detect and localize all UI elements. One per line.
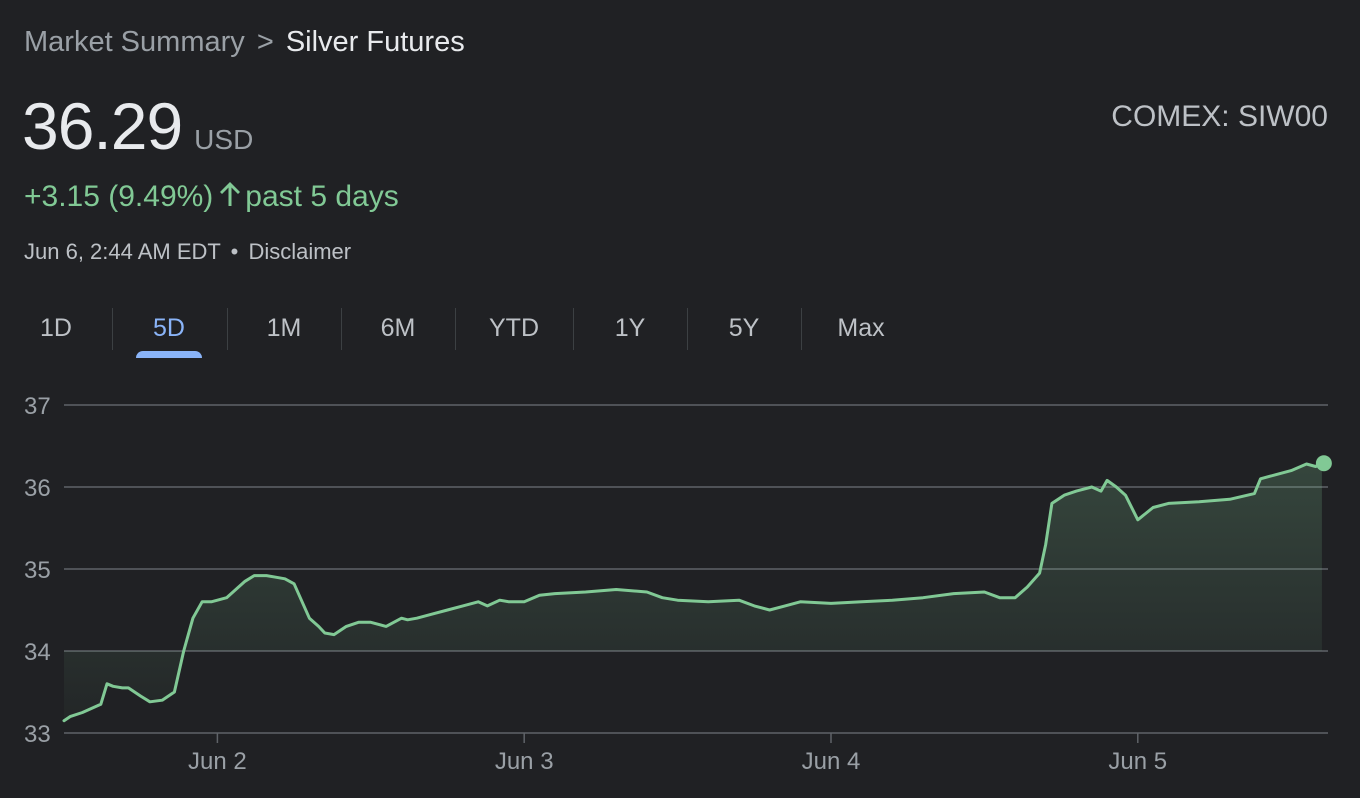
timestamp: Jun 6, 2:44 AM EDT <box>24 239 221 264</box>
disclaimer-link[interactable]: Disclaimer <box>248 239 352 264</box>
tab-divider <box>801 308 802 350</box>
y-tick-label: 35 <box>24 557 51 584</box>
change-period: past 5 days <box>245 180 399 213</box>
y-tick-label: 34 <box>24 639 51 666</box>
tab-max[interactable]: Max <box>824 300 898 358</box>
y-tick-label: 33 <box>24 721 51 748</box>
current-price: 36.29 <box>22 89 183 163</box>
series-area <box>64 463 1322 721</box>
tab-divider <box>455 308 456 350</box>
tab-1d[interactable]: 1D <box>22 300 90 358</box>
tab-6m[interactable]: 6M <box>364 300 432 358</box>
breadcrumb: Market Summary > Silver Futures <box>24 26 465 59</box>
price-chart[interactable]: 33 34 35 36 37 Jun 2 Jun 3 Jun 4 Jun 5 <box>0 380 1360 798</box>
tab-divider <box>227 308 228 350</box>
breadcrumb-current: Silver Futures <box>285 26 465 58</box>
series-line <box>62 461 1324 723</box>
y-tick-label: 36 <box>24 475 51 502</box>
price-change-row: +3.15 (9.49%) past 5 days <box>24 180 399 215</box>
tab-label: 5Y <box>728 314 760 342</box>
tab-label: 1D <box>40 314 72 342</box>
tab-divider <box>573 308 574 350</box>
price-row: 36.29 USD <box>22 88 253 164</box>
currency-label: USD <box>194 124 254 155</box>
x-tick-label: Jun 3 <box>495 748 554 775</box>
tab-1m[interactable]: 1M <box>250 300 318 358</box>
breadcrumb-separator: > <box>256 26 274 58</box>
tab-divider <box>341 308 342 350</box>
tab-1y[interactable]: 1Y <box>596 300 664 358</box>
tab-divider <box>112 308 113 350</box>
tab-indicator <box>136 351 202 358</box>
price-change: +3.15 (9.49%) <box>24 180 214 213</box>
meta-separator: • <box>230 239 239 264</box>
range-tabs: 1D 5D 1M 6M YTD 1Y 5Y Max <box>0 300 920 360</box>
ticker-symbol: COMEX: SIW00 <box>1111 100 1328 133</box>
tab-divider <box>687 308 688 350</box>
y-tick-label: 37 <box>24 393 51 420</box>
tab-5y[interactable]: 5Y <box>710 300 778 358</box>
x-tick-label: Jun 2 <box>188 748 247 775</box>
breadcrumb-parent-link[interactable]: Market Summary <box>24 26 245 58</box>
x-tick-label: Jun 4 <box>802 748 861 775</box>
meta-row: Jun 6, 2:44 AM EDT • Disclaimer <box>24 239 351 265</box>
x-tick-label: Jun 5 <box>1108 748 1167 775</box>
tab-label: YTD <box>489 314 539 342</box>
tab-label: 6M <box>380 314 416 342</box>
tab-label: 1Y <box>614 314 646 342</box>
tab-ytd[interactable]: YTD <box>476 300 552 358</box>
last-point-marker <box>1315 455 1332 472</box>
tab-label: 5D <box>153 314 185 342</box>
tab-label: Max <box>837 314 885 342</box>
tab-5d[interactable]: 5D <box>136 300 202 358</box>
tab-label: 1M <box>266 314 302 342</box>
arrow-up-icon <box>219 181 241 215</box>
